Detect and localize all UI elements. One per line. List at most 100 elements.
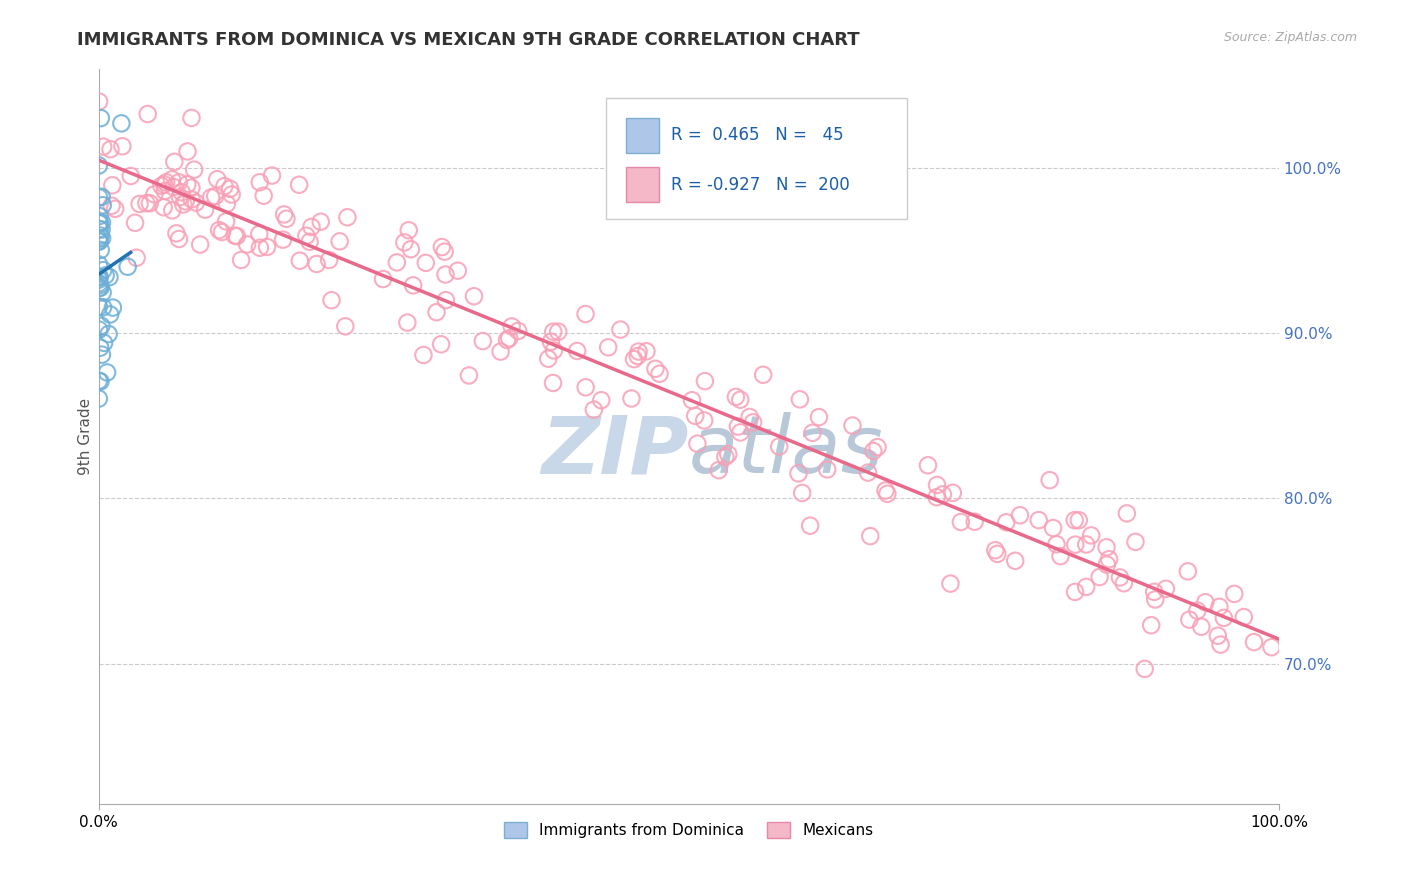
Point xyxy=(841,418,863,433)
Point xyxy=(165,227,187,241)
Point xyxy=(90,318,112,333)
Point xyxy=(932,487,955,501)
Point xyxy=(385,255,408,269)
Point xyxy=(100,199,122,213)
Point xyxy=(96,366,118,380)
Point xyxy=(730,425,752,440)
Point xyxy=(792,486,814,500)
Point xyxy=(939,576,962,591)
Point xyxy=(1064,538,1087,552)
Point xyxy=(620,392,643,406)
Point xyxy=(87,232,110,246)
Point xyxy=(644,361,666,376)
Point xyxy=(89,216,111,230)
FancyBboxPatch shape xyxy=(606,98,907,219)
Point xyxy=(170,186,193,200)
Point xyxy=(498,331,520,345)
Point xyxy=(801,425,824,440)
Point xyxy=(295,228,318,243)
Point xyxy=(89,269,111,284)
Point xyxy=(501,319,523,334)
Point xyxy=(815,462,838,476)
Point xyxy=(876,487,898,501)
Point xyxy=(211,225,233,239)
Point xyxy=(1243,635,1265,649)
Point xyxy=(221,187,243,202)
Point xyxy=(463,289,485,303)
Point xyxy=(609,322,631,336)
Point xyxy=(768,440,790,454)
Point xyxy=(508,324,530,338)
Point xyxy=(110,116,132,130)
Point xyxy=(143,187,166,202)
Point xyxy=(91,348,114,362)
Point xyxy=(1042,521,1064,535)
Point xyxy=(98,308,121,322)
Point xyxy=(91,285,114,300)
Point xyxy=(541,325,564,339)
Point xyxy=(1008,508,1031,523)
Legend: Immigrants from Dominica, Mexicans: Immigrants from Dominica, Mexicans xyxy=(498,816,880,845)
Point xyxy=(398,223,420,237)
Point xyxy=(120,169,142,183)
Point xyxy=(152,200,174,214)
Point xyxy=(986,547,1008,561)
Point xyxy=(89,375,111,389)
Point xyxy=(1187,604,1209,618)
Point xyxy=(224,228,246,243)
Point xyxy=(174,194,197,209)
Point xyxy=(91,263,114,277)
Point xyxy=(335,319,357,334)
Point xyxy=(90,190,112,204)
Text: ZIP: ZIP xyxy=(541,412,689,490)
Point xyxy=(89,222,111,236)
Point xyxy=(180,193,202,207)
Point xyxy=(214,179,236,194)
Point xyxy=(1115,507,1137,521)
Text: Source: ZipAtlas.com: Source: ZipAtlas.com xyxy=(1223,31,1357,45)
Point xyxy=(627,349,650,363)
Point xyxy=(1076,537,1098,551)
Point xyxy=(87,190,110,204)
Point xyxy=(90,243,112,257)
Point xyxy=(394,235,416,250)
Point xyxy=(1143,584,1166,599)
Point xyxy=(167,232,190,246)
Point xyxy=(87,158,110,172)
Point xyxy=(447,263,470,277)
Point xyxy=(183,162,205,177)
Point xyxy=(371,272,394,286)
Point xyxy=(288,253,311,268)
Point xyxy=(136,107,159,121)
Point xyxy=(225,229,247,244)
Point xyxy=(425,305,447,319)
Point xyxy=(87,235,110,249)
Point xyxy=(686,436,709,450)
Point xyxy=(169,190,191,204)
Point xyxy=(184,195,207,210)
Point xyxy=(648,367,671,381)
Point xyxy=(1109,570,1132,584)
Point xyxy=(98,270,121,285)
Text: R =  0.465   N =   45: R = 0.465 N = 45 xyxy=(671,127,844,145)
Point xyxy=(305,257,328,271)
Point xyxy=(155,175,177,189)
Point xyxy=(207,172,229,186)
Point xyxy=(949,515,972,529)
Point xyxy=(336,211,359,225)
Point xyxy=(1095,541,1118,555)
Point xyxy=(543,343,565,358)
Point xyxy=(541,376,564,390)
Bar xyxy=(626,167,659,202)
Point xyxy=(200,190,222,204)
Point xyxy=(87,216,110,230)
Point xyxy=(87,258,110,272)
Point xyxy=(591,393,613,408)
Point xyxy=(458,368,481,383)
Point xyxy=(540,334,562,349)
Point xyxy=(1125,534,1147,549)
Point xyxy=(787,467,810,481)
Point xyxy=(1004,554,1026,568)
Point xyxy=(1177,565,1199,579)
Point xyxy=(1063,513,1085,527)
